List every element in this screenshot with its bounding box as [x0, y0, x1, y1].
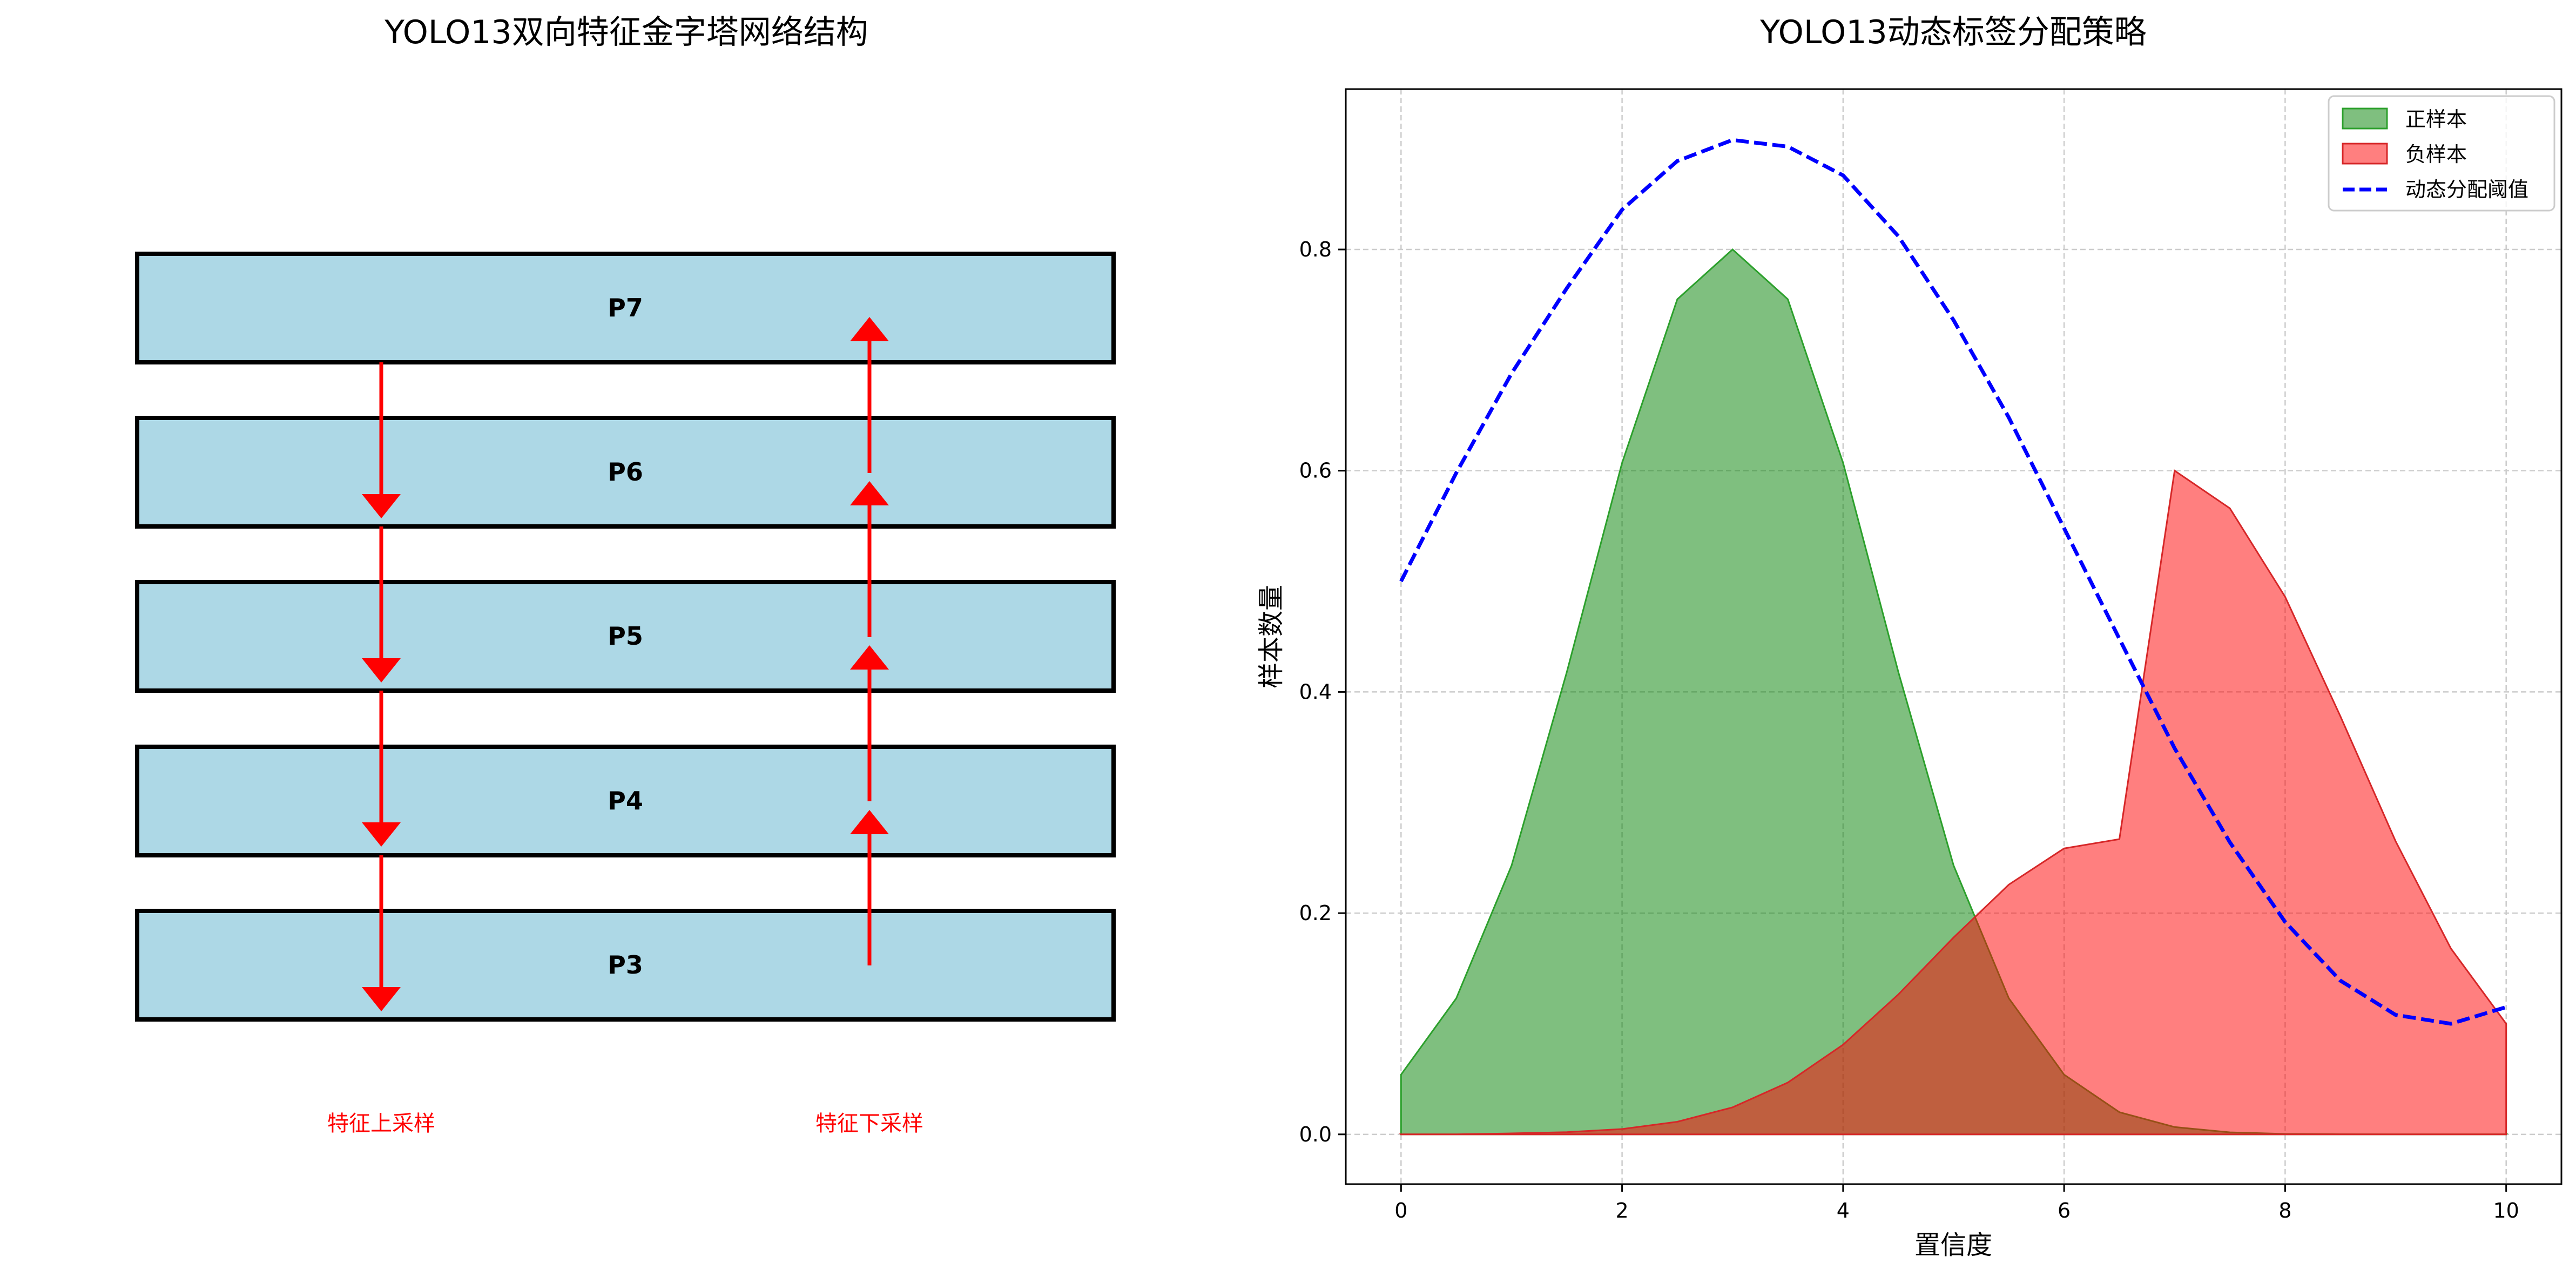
y-tick-label: 0.2 — [1299, 901, 1332, 925]
up-arrow-head — [850, 481, 889, 505]
upsample-label: 特征上采样 — [327, 1111, 435, 1136]
y-axis-label: 样本数量 — [1256, 585, 1286, 688]
label-assignment-chart: YOLO13动态标签分配策略 0 2 4 6 8 10 0.0 0.2 0.4 0.6 0.8 置信… — [1256, 13, 2562, 1260]
area-series-1 — [1399, 469, 2507, 1136]
x-tick-label: 2 — [1615, 1199, 1628, 1222]
fpn-title: YOLO13双向特征金字塔网络结构 — [384, 13, 868, 51]
legend-label-negative: 负样本 — [2405, 143, 2467, 166]
x-tick-label: 6 — [2058, 1199, 2071, 1222]
layer-box-p3 — [135, 909, 1116, 1022]
down-arrow-head — [362, 494, 401, 518]
layer-label-p7: P7 — [608, 293, 643, 322]
layer-label-p4: P4 — [608, 786, 643, 815]
layer-box-p6 — [135, 416, 1116, 529]
chart-title: YOLO13动态标签分配策略 — [1759, 13, 2146, 51]
fpn-diagram: YOLO13双向特征金字塔网络结构 P7 P6 P5 P4 P3 — [135, 13, 1116, 1136]
y-tick-label: 0.0 — [1299, 1123, 1332, 1146]
line-series-2 — [1399, 138, 2507, 1026]
ticks: 0 2 4 6 8 10 0.0 0.2 0.4 0.6 0.8 — [1299, 238, 2519, 1222]
down-arrow-head — [362, 822, 401, 847]
upsample-arrows — [362, 362, 401, 1011]
layer-label-p6: P6 — [608, 457, 643, 487]
legend-label-positive: 正样本 — [2405, 107, 2467, 131]
x-axis-label: 置信度 — [1914, 1230, 1992, 1260]
layer-label-p3: P3 — [608, 950, 643, 979]
up-arrow-head — [850, 810, 889, 834]
up-arrow-head — [850, 317, 889, 341]
legend: 正样本 负样本 动态分配阈值 — [2328, 95, 2555, 212]
downsample-arrows — [850, 317, 889, 965]
y-tick-label: 0.6 — [1299, 459, 1332, 483]
up-arrow-head — [850, 645, 889, 670]
down-arrow-head — [362, 987, 401, 1011]
x-tick-label: 4 — [1837, 1199, 1850, 1222]
plot-frame — [1345, 88, 2562, 1185]
downsample-label: 特征下采样 — [815, 1111, 923, 1136]
y-tick-label: 0.8 — [1299, 238, 1332, 261]
x-tick-label: 0 — [1394, 1199, 1407, 1222]
layer-box-p4 — [135, 745, 1116, 857]
y-tick-label: 0.4 — [1299, 680, 1332, 704]
x-tick-label: 10 — [2493, 1199, 2519, 1222]
legend-swatch-negative — [2342, 143, 2388, 165]
layer-label-p5: P5 — [608, 621, 643, 651]
legend-swatch-positive — [2342, 107, 2388, 130]
layer-box-p7 — [135, 252, 1116, 364]
series-layer — [1399, 138, 2508, 1136]
x-tick-label: 8 — [2278, 1199, 2291, 1222]
down-arrow-head — [362, 658, 401, 683]
legend-label-threshold: 动态分配阈值 — [2405, 178, 2528, 201]
layer-box-p5 — [135, 580, 1116, 693]
